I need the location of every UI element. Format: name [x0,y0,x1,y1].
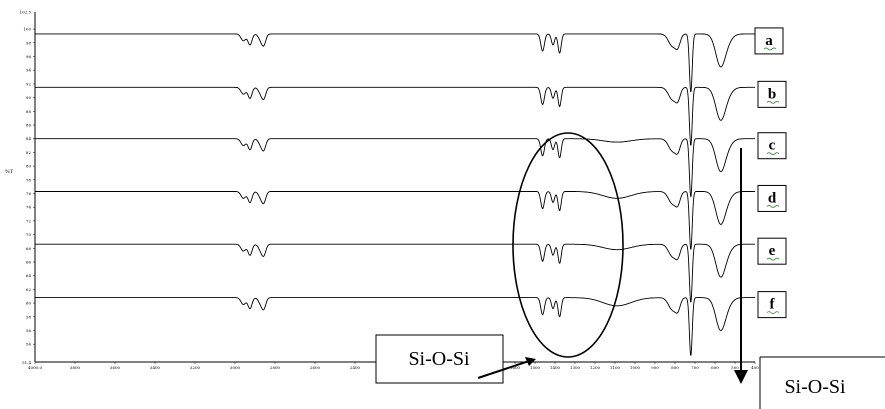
y-tick-label: 60 [26,301,32,306]
y-tick-label: 88 [26,109,32,114]
y-tick-label: 70 [26,232,32,237]
spectrum-trace-a [35,33,755,92]
x-tick-label: 500 [731,365,739,370]
x-tick-label: 4000.0 [28,365,42,370]
series-label-d: d [768,190,777,206]
x-tick-label: 1500 [530,365,541,370]
si-o-si-region-ellipse [512,132,624,358]
y-tick-label: 96 [26,54,32,59]
y-tick-label: 56 [26,328,32,333]
y-tick-label: 86 [26,123,32,128]
annotations: Si-O-Si Si-O-Si [375,132,885,409]
x-tick-label: 2400 [350,365,361,370]
y-tick-label: 68 [26,246,32,251]
series-label-box-c [757,132,787,160]
x-tick-label: 3400 [150,365,161,370]
spectrum-trace-f [35,297,755,356]
si-o-si-corner-label: Si-O-Si [784,376,846,398]
y-tick-label: 72 [26,218,32,223]
x-tick-label: 800 [671,365,679,370]
x-tick-label: 2800 [270,365,281,370]
series-label-f: f [770,297,776,313]
spellcheck-underline-d [766,205,780,208]
x-tick-label: 1300 [570,365,581,370]
si-o-si-label: Si-O-Si [408,348,470,370]
x-tick-label: 3000 [230,365,241,370]
series-label-b: b [768,86,776,102]
spellcheck-underline-e [766,257,780,261]
y-tick-label: 80 [26,164,32,169]
spellcheck-underline-f [766,311,780,315]
y-tick-label: 78 [26,177,32,182]
y-tick-label: 64 [26,273,32,278]
spectrum-trace-d [35,191,755,250]
si-o-si-label-box [375,334,504,384]
spectrum-trace-c [35,138,755,197]
x-tick-label: 600 [711,365,719,370]
x-tick-label: 1400 [550,365,561,370]
y-tick-label: 92 [26,81,32,86]
x-tick-label: 3200 [190,365,201,370]
x-tick-label: 2600 [310,365,321,370]
spellcheck-underline-c [766,152,780,156]
x-tick-label: 400 [751,365,759,370]
x-tick-label: 1000 [630,365,641,370]
trend-arrow-head [734,370,748,384]
spectrum-trace-b [35,86,755,146]
spectrum-trace-e [35,243,755,303]
y-tick-label: 84 [26,136,32,141]
series-label-a: a [765,33,773,49]
x-tick-label: 900 [651,365,659,370]
series-label-c: c [769,138,776,154]
spellcheck-underline-b [766,100,780,104]
y-axis-label: %T [5,169,14,175]
y-tick-label: 98 [26,40,32,45]
y-bottom-label: 51.4 [22,360,31,365]
y-tick-label: 62 [26,287,32,292]
x-tick-label: 700 [691,365,699,370]
spellcheck-underline-a [763,47,777,51]
y-tick-label: 74 [26,205,32,210]
si-o-si-pointer-arrow [477,359,533,379]
x-tick-label: 1600 [510,365,521,370]
x-tick-label: 1100 [610,365,621,370]
y-tick-label: 54 [26,342,32,347]
series-label-box-b [757,80,787,108]
y-tick-label: 100 [23,27,31,32]
y-top-label: 102.5 [20,10,32,15]
x-tick-label: 3800 [70,365,81,370]
series-label-boxes: a b c d e f [754,27,787,319]
y-tick-label: 66 [26,260,32,265]
spectra-traces [35,33,755,356]
axes: %T [5,12,755,363]
y-tick-label: 82 [26,150,32,155]
x-tick-label: 3600 [110,365,121,370]
y-tick-label: 94 [26,68,32,73]
y-tick-label: 58 [26,314,32,319]
series-label-e: e [769,243,776,259]
y-tick-label: 90 [26,95,32,100]
y-ticks: 100 98 96 94 92 90 88 86 84 82 80 78 76 74 72 70 68 66 64 6… [20,10,35,365]
si-o-si-pointer-head [525,357,536,366]
x-tick-label: 1200 [590,365,601,370]
y-tick-label: 76 [26,191,32,196]
